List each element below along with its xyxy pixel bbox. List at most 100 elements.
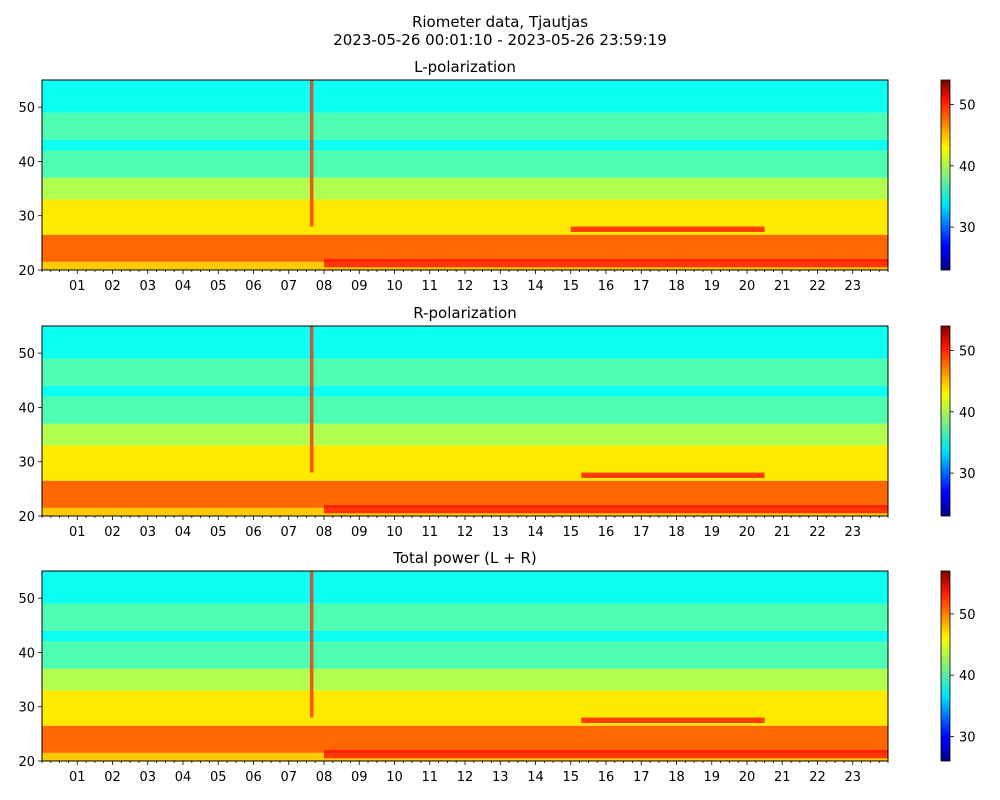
colorbar-tick-label: 40 xyxy=(959,406,976,421)
heatmap-band xyxy=(42,385,888,397)
x-tick-label: 04 xyxy=(175,525,192,540)
heatmap-event xyxy=(581,717,765,723)
x-tick-label: 08 xyxy=(316,770,333,785)
x-tick-label: 07 xyxy=(280,279,297,294)
x-tick-label: 09 xyxy=(351,279,368,294)
x-tick-label: 19 xyxy=(703,525,720,540)
x-tick-label: 17 xyxy=(633,770,650,785)
x-tick-label: 07 xyxy=(280,525,297,540)
x-tick-label: 10 xyxy=(386,770,403,785)
heatmap-band xyxy=(42,630,888,642)
x-tick-label: 05 xyxy=(210,770,227,785)
x-tick-label: 01 xyxy=(69,525,86,540)
x-tick-label: 04 xyxy=(175,770,192,785)
x-tick-label: 14 xyxy=(527,770,544,785)
heatmap-band xyxy=(42,480,888,508)
heatmap-band xyxy=(42,139,888,151)
y-tick-label: 30 xyxy=(18,701,35,716)
x-tick-label: 02 xyxy=(104,279,121,294)
y-tick-label: 50 xyxy=(18,592,35,607)
x-tick-label: 21 xyxy=(774,279,791,294)
colorbar-tick-label: 30 xyxy=(959,467,976,482)
x-tick-label: 08 xyxy=(316,525,333,540)
x-tick-label: 17 xyxy=(633,525,650,540)
x-tick-label: 22 xyxy=(809,770,826,785)
colorbar-tick-label: 50 xyxy=(959,345,976,360)
heatmap-band xyxy=(42,150,888,178)
y-tick-label: 40 xyxy=(18,155,35,170)
x-tick-label: 06 xyxy=(245,279,262,294)
heatmap-band xyxy=(42,396,888,424)
x-tick-label: 11 xyxy=(421,770,438,785)
x-tick-label: 01 xyxy=(69,279,86,294)
x-tick-label: 16 xyxy=(598,770,615,785)
x-tick-label: 17 xyxy=(633,279,650,294)
x-tick-label: 13 xyxy=(492,279,509,294)
x-tick-label: 22 xyxy=(809,525,826,540)
heatmap-event xyxy=(309,571,314,718)
x-tick-label: 18 xyxy=(668,279,685,294)
x-tick-label: 21 xyxy=(774,525,791,540)
figure-title-line2: 2023-05-26 00:01:10 - 2023-05-26 23:59:1… xyxy=(333,31,667,49)
heatmap-band xyxy=(42,571,888,604)
x-tick-label: 20 xyxy=(739,525,756,540)
x-tick-label: 19 xyxy=(703,770,720,785)
heatmap-event xyxy=(581,472,765,478)
x-tick-label: 11 xyxy=(421,279,438,294)
x-tick-label: 14 xyxy=(527,279,544,294)
colorbar-tick-label: 40 xyxy=(959,669,976,684)
colorbar-tick-label: 30 xyxy=(959,730,976,745)
heatmap-band xyxy=(42,423,888,446)
y-tick-label: 40 xyxy=(18,646,35,661)
colorbar xyxy=(940,570,951,762)
heatmap-event xyxy=(309,326,314,473)
colorbar-tick-label: 40 xyxy=(959,160,976,175)
x-tick-label: 06 xyxy=(245,770,262,785)
heatmap-band xyxy=(42,326,888,359)
panels: L-polarization 01 02 03 04 05 06 07 08 09 10 11 12 13… xyxy=(18,58,975,785)
x-tick-label: 23 xyxy=(844,770,861,785)
heatmap-event xyxy=(324,750,888,759)
panel-title: Total power (L + R) xyxy=(392,549,537,567)
x-tick-label: 18 xyxy=(668,770,685,785)
x-tick-label: 04 xyxy=(175,279,192,294)
panel-1: L-polarization 01 02 03 04 05 06 07 08 09 10 11 12 13… xyxy=(18,58,975,294)
y-tick-label: 30 xyxy=(18,456,35,471)
x-tick-label: 16 xyxy=(598,279,615,294)
heatmap-band xyxy=(42,234,888,262)
x-tick-label: 15 xyxy=(562,770,579,785)
x-tick-label: 05 xyxy=(210,279,227,294)
x-tick-label: 11 xyxy=(421,525,438,540)
colorbar xyxy=(940,79,951,271)
y-tick-label: 40 xyxy=(18,401,35,416)
heatmap-band xyxy=(42,358,888,386)
x-tick-label: 01 xyxy=(69,770,86,785)
x-tick-label: 21 xyxy=(774,770,791,785)
panel-2: R-polarization 01 02 03 04 05 06 07 08 09 10 11 12 13… xyxy=(18,304,975,540)
x-tick-label: 03 xyxy=(139,525,156,540)
colorbar-tick-label: 30 xyxy=(959,221,976,236)
x-tick-label: 05 xyxy=(210,525,227,540)
heatmap-band xyxy=(42,80,888,113)
heatmap-band xyxy=(42,725,888,753)
x-tick-label: 15 xyxy=(562,525,579,540)
x-tick-label: 10 xyxy=(386,525,403,540)
panel-3: Total power (L + R) 01 02 03 04 05 06 07 08 09 10 1… xyxy=(18,549,975,785)
x-tick-label: 10 xyxy=(386,279,403,294)
x-tick-label: 02 xyxy=(104,525,121,540)
heatmap-band xyxy=(42,603,888,631)
y-tick-label: 20 xyxy=(18,264,35,279)
x-tick-label: 12 xyxy=(457,525,474,540)
x-tick-label: 20 xyxy=(739,279,756,294)
x-tick-label: 19 xyxy=(703,279,720,294)
x-tick-label: 08 xyxy=(316,279,333,294)
x-tick-label: 03 xyxy=(139,279,156,294)
heatmap-event xyxy=(570,226,765,232)
x-tick-label: 15 xyxy=(562,279,579,294)
colorbar xyxy=(940,325,951,517)
x-tick-label: 18 xyxy=(668,525,685,540)
y-tick-label: 20 xyxy=(18,510,35,525)
x-tick-label: 20 xyxy=(739,770,756,785)
heatmap-band xyxy=(42,668,888,691)
